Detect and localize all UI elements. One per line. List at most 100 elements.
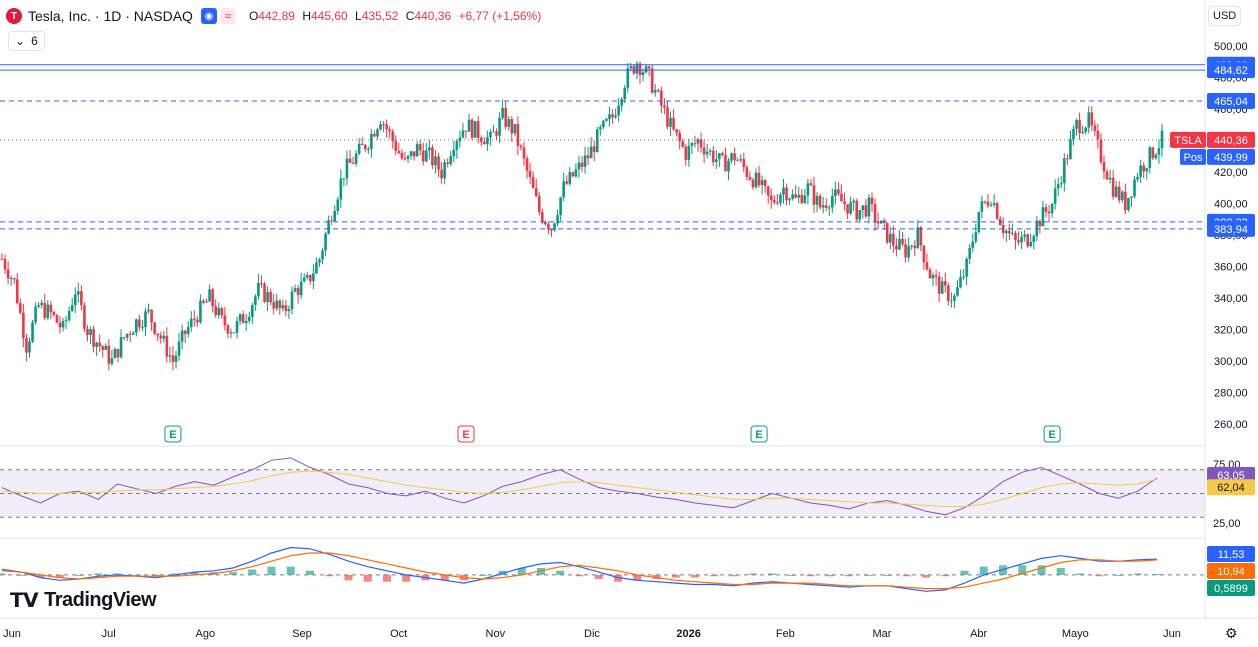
symbol-title[interactable]: Tesla, Inc. · 1D · NASDAQ — [28, 8, 193, 24]
candle-body — [672, 117, 675, 130]
candle-body — [559, 197, 562, 216]
candle-body — [983, 201, 987, 203]
rsi-tick-label: 25,00 — [1213, 518, 1241, 530]
candle-body — [1066, 158, 1069, 160]
candle-body — [925, 262, 929, 270]
time-tick-label: Jun — [3, 628, 21, 640]
macd-histogram-bar — [17, 574, 26, 576]
price-tick-label: 340,00 — [1214, 293, 1248, 305]
candle-body — [989, 204, 993, 206]
candle-body — [19, 303, 22, 313]
candle-body — [223, 315, 227, 326]
macd-histogram-bar — [883, 574, 892, 576]
candle-body — [568, 172, 572, 184]
candle-body — [501, 107, 504, 118]
candle-body — [299, 281, 303, 296]
currency-button[interactable]: USD — [1208, 6, 1242, 26]
candle-body — [718, 153, 721, 160]
macd-histogram-bar — [556, 570, 565, 575]
tradingview-logo[interactable]: 𝗧𝗩 TradingView — [10, 588, 157, 613]
candle-body — [296, 288, 300, 296]
candle-body — [293, 288, 297, 292]
candle-body — [470, 119, 474, 138]
indicators-toggle[interactable]: ⌄ 6 — [8, 31, 45, 51]
candle-body — [473, 121, 477, 138]
data-source-icon[interactable]: ◉ — [200, 8, 217, 24]
candle-body — [28, 341, 31, 353]
indicators-count: 6 — [31, 34, 38, 48]
candle-body — [144, 311, 147, 328]
candle-body — [46, 304, 50, 318]
rsi-ma-line — [1, 470, 1158, 507]
candle-body — [339, 178, 343, 200]
candle-body — [1139, 165, 1142, 177]
candle-body — [562, 181, 565, 198]
candle-body — [1044, 207, 1048, 212]
candle-body — [1008, 230, 1011, 234]
macd-histogram-bar — [979, 566, 988, 575]
candle-body — [446, 162, 449, 164]
candle-body — [895, 245, 898, 250]
candle-body — [589, 146, 593, 159]
candle-body — [516, 124, 520, 146]
candle-body — [876, 221, 880, 224]
macd-histogram-bar — [845, 574, 853, 577]
candle-body — [711, 150, 715, 163]
candle-body — [556, 215, 559, 224]
approx-icon[interactable]: ≈ — [219, 8, 236, 24]
candle-body — [281, 305, 285, 309]
candle-body — [776, 202, 779, 204]
macd-pane — [0, 546, 1205, 592]
candle-body — [1154, 154, 1158, 159]
candle-body — [15, 279, 19, 304]
macd-value-tag — [1207, 563, 1255, 579]
candle-body — [1020, 236, 1023, 243]
macd-histogram-bar — [402, 574, 411, 582]
macd-histogram-bar — [787, 574, 796, 576]
candle-body — [705, 151, 709, 155]
candle-body — [3, 258, 7, 270]
candle-body — [449, 156, 453, 164]
candle-body — [238, 314, 242, 322]
change-value: +6,77 (+1,56%) — [458, 9, 542, 23]
candle-body — [131, 332, 135, 335]
candle-body — [458, 137, 462, 142]
candle-body — [455, 141, 459, 150]
macd-histogram-bar — [594, 574, 603, 579]
candle-body — [208, 289, 211, 302]
macd-histogram-bar — [171, 573, 180, 575]
candle-body — [849, 202, 852, 214]
candle-body — [1093, 125, 1097, 131]
macd-histogram-bar — [768, 573, 776, 575]
candle-body — [479, 137, 483, 142]
rsi-line — [1, 457, 1158, 516]
candle-body — [620, 99, 623, 106]
gear-icon[interactable]: ⚙ — [1225, 625, 1238, 641]
candle-body — [766, 186, 770, 196]
candle-body — [1130, 196, 1133, 198]
candle-body — [653, 90, 657, 93]
candle-body — [852, 200, 855, 203]
candle-body — [916, 227, 920, 249]
candle-body — [263, 283, 266, 303]
candle-body — [189, 318, 193, 328]
candle-body — [464, 130, 468, 132]
candle-body — [1050, 203, 1054, 214]
macd-histogram-bar — [113, 573, 122, 575]
candle-body — [769, 195, 773, 201]
candle-body — [553, 223, 556, 231]
candle-body — [840, 193, 843, 202]
candle-body — [892, 233, 895, 246]
candle-body — [870, 197, 874, 205]
candle-body — [580, 162, 584, 167]
candle-body — [156, 333, 159, 336]
candle-body — [1127, 197, 1130, 211]
candle-body — [199, 300, 202, 323]
macd-histogram-bar — [671, 574, 680, 578]
rsi-value-label: 62,04 — [1217, 482, 1245, 494]
candle-body — [367, 148, 370, 150]
candle-body — [879, 220, 883, 224]
candle-body — [379, 124, 382, 130]
macd-histogram-bar — [498, 570, 507, 575]
